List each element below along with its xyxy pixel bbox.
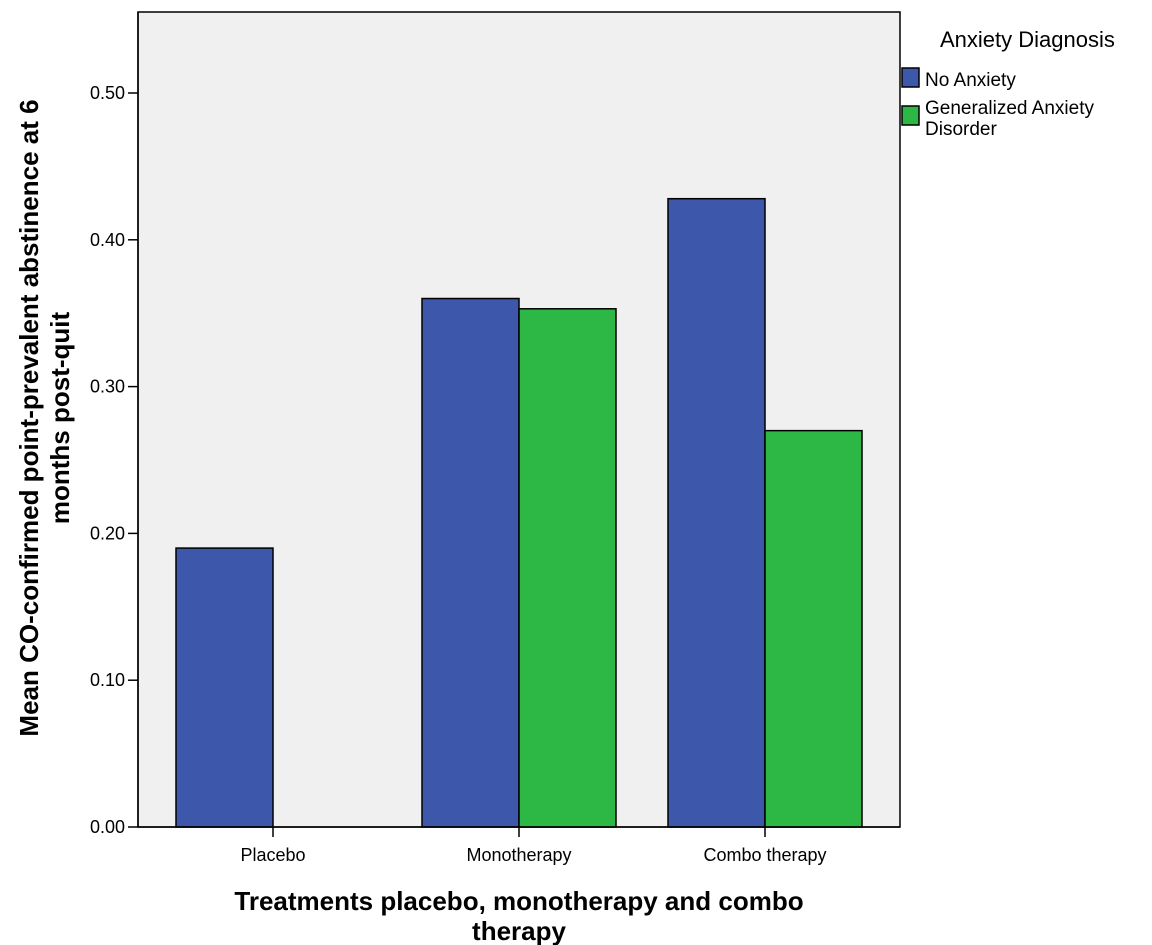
x-tick-label-placebo: Placebo [240, 845, 305, 865]
y-tick-label: 0.10 [90, 670, 125, 690]
x-tick-label-combo-therapy: Combo therapy [703, 845, 826, 865]
bars-group [175, 197, 863, 828]
y-axis-title-line-2: months post-quit [45, 312, 75, 525]
legend: Anxiety Diagnosis No Anxiety Generalized… [901, 27, 1115, 140]
y-tick-label: 0.00 [90, 817, 125, 837]
bar-placebo-no-anxiety [175, 547, 274, 828]
legend-swatch-no-anxiety [901, 67, 920, 88]
y-tick-label: 0.20 [90, 523, 125, 543]
y-axis-title-line-1: Mean CO-confirmed point-prevalent abstin… [14, 99, 44, 736]
legend-label-generalized-anxiety-disorder-line-1: Generalized Anxiety [925, 98, 1094, 119]
x-tick-label-monotherapy: Monotherapy [466, 845, 571, 865]
x-axis: Placebo Monotherapy Combo therapy [138, 826, 900, 865]
legend-label-generalized-anxiety-disorder-line-2: Disorder [925, 119, 997, 140]
y-tick-label: 0.50 [90, 83, 125, 103]
legend-label-no-anxiety: No Anxiety [925, 70, 1016, 91]
legend-swatch-generalized-anxiety-disorder [901, 105, 920, 126]
y-tick-label: 0.30 [90, 377, 125, 397]
bar-combo-therapy-generalized-anxiety-disorder [764, 429, 863, 828]
y-tick-label: 0.40 [90, 230, 125, 250]
x-axis-title-line-2: therapy [472, 916, 566, 945]
legend-title: Anxiety Diagnosis [940, 27, 1115, 52]
bar-monotherapy-generalized-anxiety-disorder [518, 308, 617, 828]
bar-monotherapy-no-anxiety [421, 297, 520, 828]
y-axis: 0.00 0.10 0.20 0.30 0.40 0.50 [90, 12, 139, 837]
x-axis-title-line-1: Treatments placebo, monotherapy and comb… [234, 886, 803, 916]
bar-combo-therapy-no-anxiety [667, 197, 766, 828]
